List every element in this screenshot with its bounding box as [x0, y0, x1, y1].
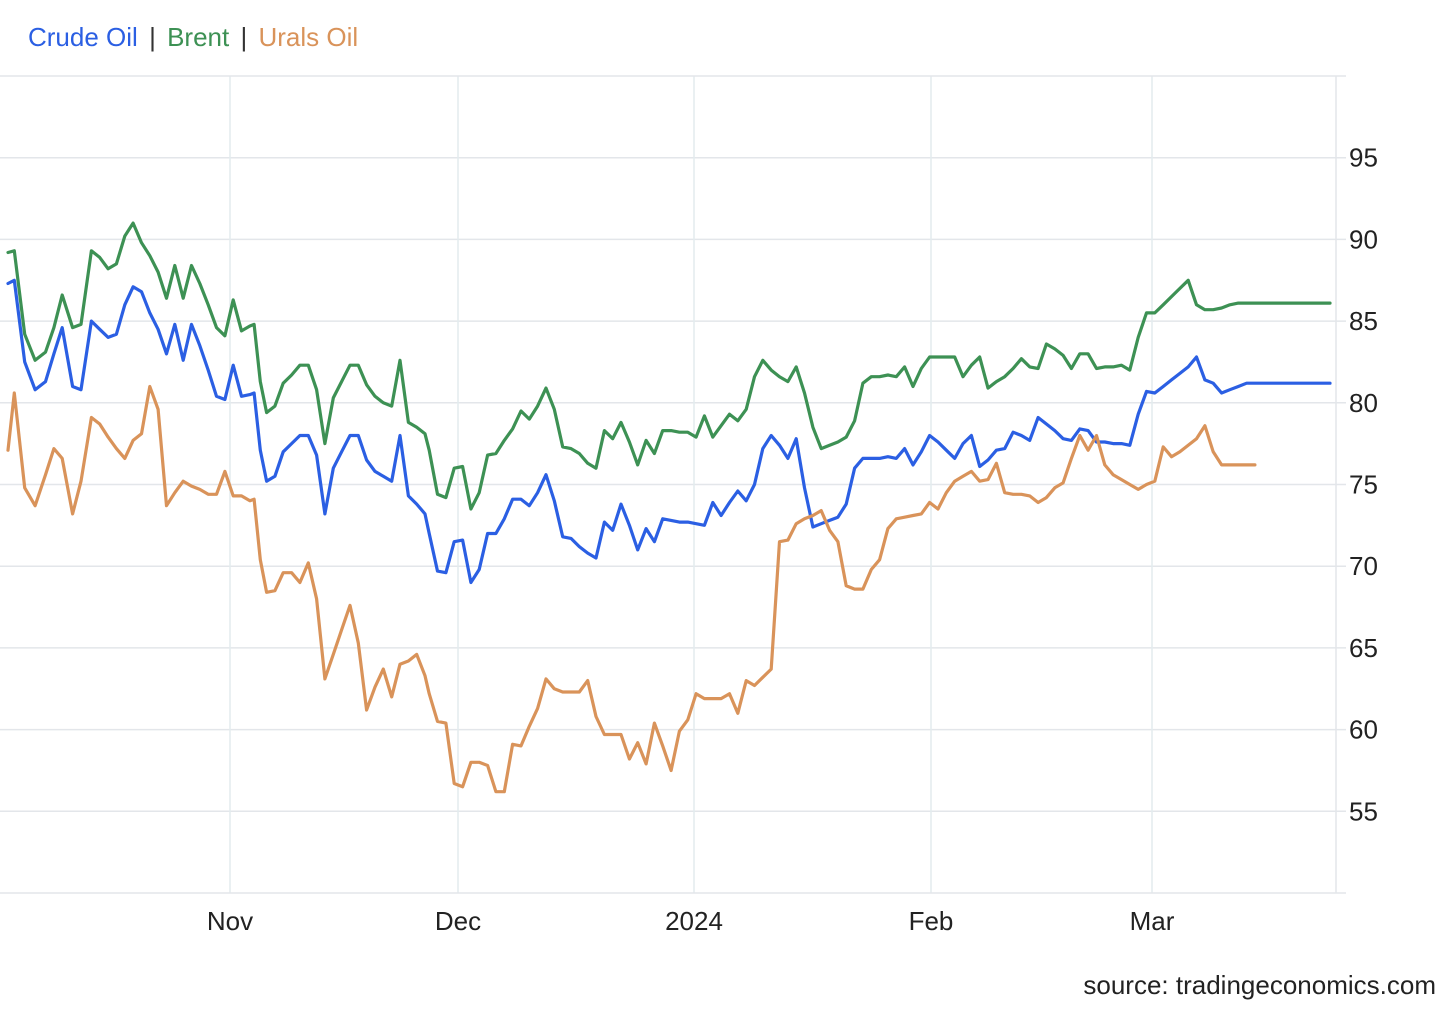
y-tick-label: 60 — [1349, 715, 1378, 745]
legend-item-crude-oil[interactable]: Crude Oil — [28, 22, 138, 52]
x-tick-label: 2024 — [665, 906, 723, 936]
legend-separator: | — [240, 22, 248, 52]
x-tick-label: Nov — [207, 906, 253, 936]
legend-item-urals-oil[interactable]: Urals Oil — [258, 22, 359, 52]
y-tick-label: 55 — [1349, 796, 1378, 826]
x-tick-label: Dec — [435, 906, 481, 936]
chart-legend: Crude Oil | Brent | Urals Oil — [28, 22, 358, 53]
legend-separator: | — [149, 22, 156, 52]
line-chart[interactable]: 55 60 65 70 75 80 85 90 95 Nov Dec 2024 Feb Mar — [0, 0, 1456, 960]
chart-grid — [0, 76, 1346, 893]
chart-axes — [0, 75, 1346, 894]
y-tick-label: 85 — [1349, 306, 1378, 336]
y-tick-label: 65 — [1349, 633, 1378, 663]
source-credit: source: tradingeconomics.com — [1083, 970, 1436, 1000]
chart-series — [6, 221, 1332, 794]
x-tick-label: Mar — [1130, 906, 1175, 936]
series-line-urals-oil[interactable] — [6, 384, 1257, 794]
y-tick-label: 95 — [1349, 143, 1378, 173]
y-tick-label: 75 — [1349, 470, 1378, 500]
series-line-brent[interactable] — [6, 221, 1332, 511]
y-tick-label: 90 — [1349, 224, 1378, 254]
y-tick-label: 80 — [1349, 388, 1378, 418]
series-line-crude-oil[interactable] — [6, 278, 1332, 585]
x-tick-label: Feb — [909, 906, 954, 936]
legend-item-brent[interactable]: Brent — [167, 22, 230, 52]
tick-labels: 55 60 65 70 75 80 85 90 95 Nov Dec 2024 Feb Mar — [207, 143, 1378, 936]
y-tick-label: 70 — [1349, 551, 1378, 581]
